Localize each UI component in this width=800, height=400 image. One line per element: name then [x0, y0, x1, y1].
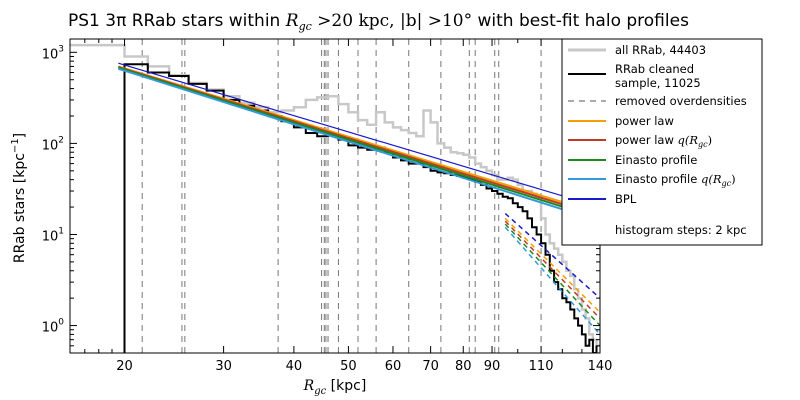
legend-label-line2: sample, 11025	[615, 76, 701, 90]
legend-label-text: power law	[615, 133, 674, 147]
model-tail-line	[504, 220, 600, 319]
legend-label-text: removed overdensities	[615, 94, 747, 108]
y-tick-exponent: 0	[58, 318, 64, 328]
y-tick-label: 101	[42, 226, 64, 244]
ylabel-superscript: −1	[10, 138, 21, 153]
legend-label-text: Einasto profile	[615, 172, 697, 186]
xlabel-subscript: gc	[314, 386, 326, 397]
x-tick-label: 80	[455, 359, 472, 374]
y-tick-base: 10	[42, 229, 59, 244]
title-condition-latitude: |b| >10°	[400, 11, 472, 31]
x-tick-label: 140	[588, 359, 613, 374]
legend-label: power law	[615, 114, 674, 128]
xlabel-symbol: R	[303, 378, 315, 394]
legend-q-close: )	[708, 133, 713, 147]
y-tick-exponent: 3	[58, 44, 64, 54]
model-tail-line	[504, 212, 600, 299]
legend-footnote: histogram steps: 2 kpc	[615, 223, 747, 237]
legend-q-subscript: gc	[698, 140, 708, 149]
x-tick-label: 50	[340, 359, 357, 374]
model-tail-line	[504, 226, 600, 335]
x-tick-label: 70	[422, 359, 439, 374]
x-tick-label: 20	[116, 359, 133, 374]
x-axis-label: Rgc [kpc]	[303, 378, 367, 397]
xlabel-unit: [kpc]	[326, 378, 366, 394]
model-line	[118, 67, 600, 223]
x-tick-label: 110	[529, 359, 554, 374]
legend-label-text: Einasto profile	[615, 153, 697, 167]
legend-label: Einasto profile q(Rgc)	[615, 172, 736, 188]
legend-q-close: )	[731, 172, 736, 186]
y-tick-base: 10	[42, 321, 59, 336]
legend-label-text: power law	[615, 114, 674, 128]
legend-q-symbol: q(R	[674, 133, 699, 147]
title-r-symbol: R	[285, 11, 299, 31]
y-tick-label: 100	[42, 318, 65, 336]
x-tick-label: 90	[484, 359, 501, 374]
title-r-subscript: gc	[299, 20, 312, 33]
y-tick-base: 10	[42, 47, 59, 62]
legend-label: removed overdensities	[615, 94, 747, 108]
title-condition-radius: >20 kpc,	[312, 11, 400, 31]
legend-label: Einasto profile	[615, 153, 697, 167]
x-tick-label: 60	[385, 359, 402, 374]
histogram-cleaned-sample	[123, 63, 598, 353]
legend-label: all RRab, 44403	[615, 43, 706, 57]
chart-title: PS1 3π RRab stars within Rgc >20 kpc, |b…	[68, 11, 689, 33]
legend-label: RRab cleaned	[615, 62, 694, 76]
ylabel-main: RRab stars [kpc	[12, 153, 28, 263]
legend-label: BPL	[615, 192, 637, 206]
model-line	[118, 66, 600, 220]
legend-label-text: RRab cleaned	[615, 62, 694, 76]
title-suffix: with best-fit halo profiles	[472, 11, 689, 31]
y-tick-label: 103	[42, 44, 64, 62]
legend-q-symbol: q(R	[697, 172, 722, 186]
legend-label-text: BPL	[615, 192, 637, 206]
y-tick-base: 10	[42, 138, 59, 153]
y-axis-label: RRab stars [kpc−1]	[10, 133, 28, 263]
y-tick-exponent: 1	[58, 226, 64, 236]
x-tick-label: 30	[215, 359, 232, 374]
y-tick-exponent: 2	[58, 135, 64, 145]
model-line	[118, 62, 600, 208]
legend-label-text: all RRab, 44403	[615, 43, 706, 57]
model-tail-line	[504, 217, 600, 313]
y-tick-label: 102	[42, 135, 64, 153]
x-tick-label: 40	[286, 359, 303, 374]
ylabel-close: ]	[12, 133, 28, 138]
title-prefix: PS1 3π RRab stars within	[68, 11, 286, 31]
legend-label: power law q(Rgc)	[615, 133, 712, 149]
legend-q-subscript: gc	[722, 179, 732, 188]
plot-content	[70, 39, 600, 353]
